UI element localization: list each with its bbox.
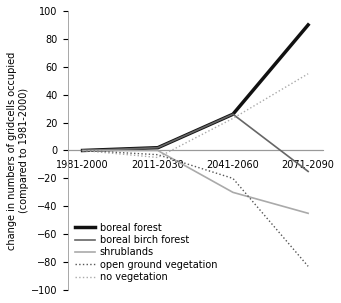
Legend: boreal forest, boreal birch forest, shrublands, open ground vegetation, no veget: boreal forest, boreal birch forest, shru… [72,220,220,285]
Y-axis label: change in numbers of gridcells occupied
(compared to 1981-2000): change in numbers of gridcells occupied … [7,52,29,250]
